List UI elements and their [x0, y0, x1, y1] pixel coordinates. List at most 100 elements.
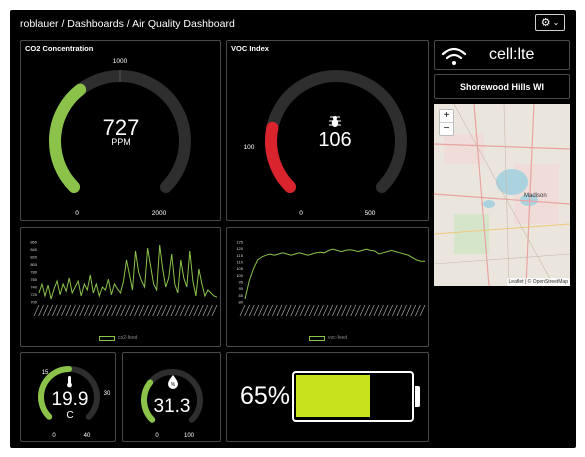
- x-tick-mark: [74, 304, 81, 317]
- x-tick-mark: [281, 304, 287, 317]
- y-tick-label: 780: [30, 270, 37, 275]
- humidity-gauge: 0 100 %: [141, 369, 203, 439]
- x-tick-mark: [202, 304, 209, 317]
- connectivity-label: cell:lte: [489, 46, 535, 63]
- zoom-out-button[interactable]: −: [443, 123, 450, 134]
- x-tick-mark: [341, 304, 347, 317]
- co2-chart-panel: 860 840 820 800 780 760 740 720 700 co2-feed: [20, 227, 221, 347]
- voc-chart-panel: 125 120 115 110 105 100 95 90 85 80 voc-feed: [226, 227, 429, 347]
- battery-icon: [292, 371, 414, 422]
- x-tick-mark: [79, 304, 85, 317]
- gauge-marker-label: 100: [244, 144, 255, 151]
- x-tick-mark: [193, 304, 200, 317]
- location-map[interactable]: Madison + − Leaflet | © OpenStreetMap: [434, 104, 570, 286]
- gauge-marker-label: 1000: [113, 58, 128, 65]
- x-tick-mark: [419, 304, 426, 317]
- settings-menu-button[interactable]: ⚙ ⌄: [535, 14, 565, 31]
- x-tick-mark: [295, 304, 301, 317]
- battery-fill: [296, 375, 370, 417]
- voc-gauge: 100 0 500: [244, 70, 407, 217]
- co2-value: 727: [102, 115, 140, 140]
- location-label: Shorewood Hills WI: [459, 82, 544, 92]
- x-tick-mark: [262, 304, 269, 317]
- chart-legend: voc-feed: [309, 335, 347, 341]
- x-tick-mark: [175, 304, 181, 317]
- humidity-value: 31.3: [153, 396, 191, 417]
- gauge-marker-label: 30: [104, 391, 111, 397]
- wifi-icon: [441, 47, 467, 65]
- battery-terminal: [415, 386, 420, 407]
- x-tick-mark: [47, 304, 53, 317]
- location-panel: Shorewood Hills WI: [434, 74, 570, 99]
- x-tick-mark: [97, 304, 104, 317]
- temperature-gauge-panel: 15 30 0 40 19.9 C: [20, 352, 116, 442]
- x-tick-mark: [33, 304, 40, 317]
- x-tick-mark: [143, 304, 149, 317]
- zoom-in-button[interactable]: +: [440, 110, 453, 123]
- humidity-gauge-panel: 0 100 % 31.3: [122, 352, 221, 442]
- thermometer-icon: [67, 376, 72, 388]
- gauge-max-label: 2000: [152, 210, 167, 217]
- x-tick-mark: [359, 304, 366, 317]
- x-tick-mark: [318, 304, 324, 317]
- x-tick-mark: [138, 304, 145, 317]
- x-tick-mark: [188, 304, 195, 317]
- panel-title: CO2 Concentration: [25, 44, 94, 53]
- x-tick-mark: [102, 304, 108, 317]
- x-tick-mark: [239, 304, 246, 317]
- x-tick-mark: [65, 304, 72, 317]
- x-tick-mark: [276, 304, 283, 317]
- map-zoom-controls: + −: [439, 109, 454, 136]
- x-tick-mark: [184, 304, 190, 317]
- x-tick-mark: [350, 304, 357, 317]
- chart-legend: co2-feed: [99, 335, 137, 341]
- percent-icon: %: [168, 375, 178, 389]
- breadcrumb[interactable]: roblauer / Dashboards / Air Quality Dash…: [20, 18, 235, 30]
- y-tick-label: 100: [236, 273, 243, 278]
- gauge-min-label: 0: [299, 210, 303, 217]
- x-tick-mark: [327, 304, 333, 317]
- gauge-min-label: 0: [52, 433, 56, 439]
- x-tick-mark: [166, 304, 172, 317]
- x-tick-mark: [322, 304, 329, 317]
- gauge-min-label: 0: [155, 433, 159, 439]
- series-line: [38, 244, 218, 300]
- svg-text:%: %: [171, 382, 176, 388]
- legend-swatch: [309, 335, 325, 341]
- temperature-value: 19.9: [51, 389, 89, 410]
- x-tick-mark: [364, 304, 370, 317]
- co2-gauge-panel: CO2 Concentration 1000 0 2000 727 PPM: [20, 40, 221, 221]
- map-tiles: Madison: [434, 104, 570, 286]
- x-tick-mark: [111, 304, 117, 317]
- x-tick-mark: [106, 304, 113, 317]
- x-tick-mark: [253, 304, 260, 317]
- battery-panel: 65%: [226, 352, 429, 442]
- x-tick-mark: [120, 304, 126, 317]
- x-tick-mark: [147, 304, 154, 317]
- gear-icon: ⚙: [540, 17, 551, 29]
- x-tick-mark: [70, 304, 76, 317]
- y-tick-label: 110: [237, 260, 244, 265]
- y-tick-label: 820: [30, 255, 37, 260]
- x-tick-mark: [392, 304, 398, 317]
- y-tick-label: 95: [239, 280, 244, 285]
- x-tick-mark: [156, 304, 163, 317]
- x-tick-mark: [299, 304, 306, 317]
- x-tick-mark: [161, 304, 168, 317]
- x-tick-mark: [396, 304, 403, 317]
- gauge-max-label: 100: [184, 433, 195, 439]
- temperature-gauge: 15 30 0 40: [38, 366, 111, 439]
- x-tick-mark: [88, 304, 95, 317]
- y-tick-label: 700: [30, 300, 37, 305]
- y-tick-label: 90: [239, 286, 244, 291]
- x-tick-mark: [336, 304, 343, 317]
- x-tick-mark: [179, 304, 186, 317]
- y-tick-label: 860: [30, 240, 37, 245]
- battery-percent: 65%: [240, 382, 291, 410]
- x-tick-mark: [387, 304, 393, 317]
- gauge-min-label: 0: [75, 210, 79, 217]
- x-tick-mark: [267, 304, 273, 317]
- y-tick-label: 840: [30, 247, 37, 252]
- map-attribution[interactable]: Leaflet | © OpenStreetMap: [506, 278, 570, 286]
